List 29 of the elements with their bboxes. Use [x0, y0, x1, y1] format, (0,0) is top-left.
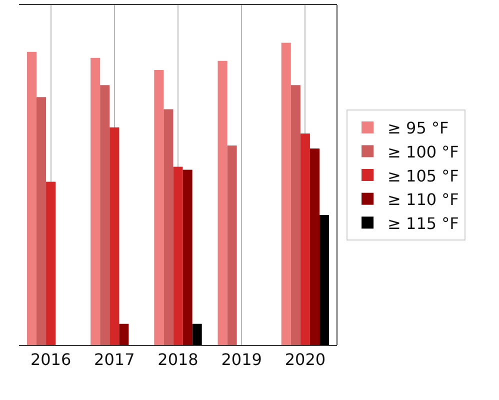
legend-label: ≥ 95 °F [388, 118, 449, 138]
bar [119, 324, 129, 345]
bar [110, 127, 120, 345]
bar [46, 182, 56, 345]
x-tick-label: 2019 [221, 350, 262, 370]
x-tick-label: 2020 [284, 350, 326, 370]
bar [310, 148, 320, 345]
legend-label: ≥ 115 °F [388, 214, 459, 233]
bar [281, 42, 291, 345]
bar [36, 97, 46, 345]
legend-label: ≥ 100 °F [388, 142, 459, 162]
bar [26, 52, 36, 345]
bar [227, 146, 237, 345]
bar [154, 70, 164, 345]
bar [164, 109, 174, 345]
bar [218, 60, 228, 345]
x-tick-label: 2016 [30, 350, 72, 370]
x-tick-label: 2018 [158, 350, 198, 370]
bar [182, 170, 192, 345]
bar [300, 133, 310, 345]
bar [173, 166, 183, 345]
bar [290, 85, 300, 345]
x-tick-label: 2017 [94, 350, 135, 370]
bar [192, 324, 202, 345]
bar [100, 85, 110, 345]
legend-label: ≥ 110 °F [388, 190, 459, 210]
bar [90, 58, 100, 345]
bar [320, 215, 330, 345]
legend-label: ≥ 105 °F [388, 166, 459, 186]
